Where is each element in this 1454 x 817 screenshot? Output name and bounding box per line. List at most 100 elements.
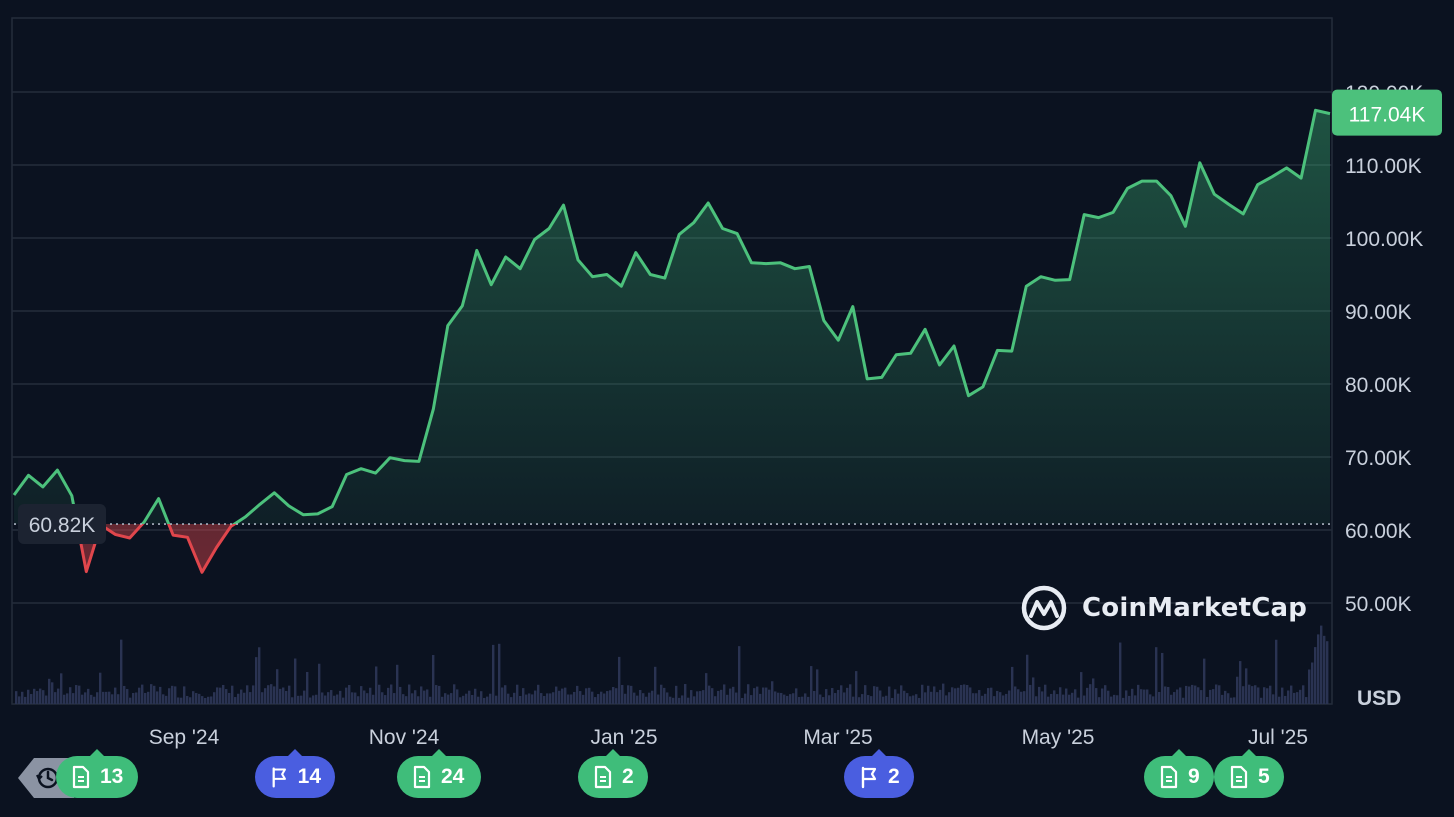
- volume-bar: [798, 697, 801, 704]
- volume-bar: [981, 695, 984, 704]
- volume-bar: [108, 691, 111, 704]
- volume-bar: [588, 687, 591, 704]
- volume-bar: [1236, 676, 1239, 704]
- volume-bar: [501, 687, 504, 704]
- volume-bar: [1266, 688, 1269, 704]
- volume-bar: [252, 685, 255, 704]
- volume-bar: [225, 689, 228, 704]
- volume-bar: [1260, 697, 1263, 704]
- volume-bar: [1068, 694, 1071, 704]
- volume-bar: [738, 646, 741, 704]
- event-badge-milestone[interactable]: 2: [844, 749, 914, 798]
- volume-bar: [1065, 688, 1068, 704]
- volume-bar: [603, 693, 606, 704]
- volume-bar: [693, 696, 696, 704]
- volume-bar: [939, 689, 942, 704]
- volume-bar: [462, 695, 465, 704]
- event-count: 5: [1258, 765, 1270, 788]
- volume-bar: [141, 684, 144, 704]
- volume-bar: [627, 685, 630, 704]
- volume-bar: [1206, 696, 1209, 704]
- volume-bar: [903, 690, 906, 704]
- volume-bar: [1017, 689, 1020, 704]
- volume-bar: [198, 693, 201, 704]
- volume-bar: [1080, 672, 1083, 704]
- badge-pointer: [89, 749, 105, 757]
- volume-bar: [915, 694, 918, 704]
- baseline-tag-label: 60.82K: [29, 514, 96, 537]
- volume-bar: [783, 694, 786, 704]
- volume-bar: [384, 695, 387, 704]
- volume-bar: [927, 685, 930, 704]
- volume-bar: [534, 690, 537, 704]
- volume-bar: [111, 694, 114, 704]
- volume-bar: [972, 693, 975, 704]
- volume-bar: [780, 692, 783, 704]
- volume-bar: [1191, 684, 1194, 704]
- volume-bar: [117, 694, 120, 704]
- volume-bar: [48, 678, 51, 704]
- volume-bar: [1095, 688, 1098, 704]
- volume-bar: [969, 687, 972, 704]
- y-tick-label: 100.00K: [1345, 228, 1423, 251]
- volume-bar: [846, 687, 849, 704]
- volume-bar: [1125, 690, 1128, 704]
- volume-bar: [456, 689, 459, 704]
- volume-bar: [963, 684, 966, 704]
- volume-bar: [552, 692, 555, 704]
- volume-bar: [189, 697, 192, 704]
- volume-bar: [246, 685, 249, 704]
- volume-bar: [600, 691, 603, 704]
- volume-bar: [1011, 666, 1014, 704]
- volume-bar: [933, 686, 936, 704]
- volume-bar: [387, 687, 390, 704]
- volume-bar: [690, 690, 693, 704]
- volume-bar: [996, 690, 999, 704]
- volume-bar: [909, 696, 912, 704]
- volume-bar: [1041, 691, 1044, 704]
- volume-bar: [159, 686, 162, 704]
- volume-bar: [786, 695, 789, 704]
- volume-bar: [402, 694, 405, 704]
- volume-bar: [855, 671, 858, 704]
- event-badge-news[interactable]: 24: [397, 749, 481, 798]
- volume-bar: [774, 691, 777, 704]
- volume-bar: [1215, 684, 1218, 704]
- volume-bar: [354, 692, 357, 704]
- volume-bar: [474, 688, 477, 704]
- volume-bar: [1059, 687, 1062, 704]
- volume-bar: [1035, 696, 1038, 704]
- volume-bar: [45, 695, 48, 704]
- volume-bar: [1245, 668, 1248, 704]
- volume-bar: [705, 673, 708, 704]
- event-badge-news[interactable]: 2: [578, 749, 648, 798]
- event-badge-news[interactable]: 13: [56, 749, 138, 798]
- volume-bar: [507, 693, 510, 704]
- volume-bar: [978, 690, 981, 704]
- volume-bar: [417, 696, 420, 704]
- volume-bar: [414, 690, 417, 704]
- event-badge-news[interactable]: 9: [1144, 749, 1214, 798]
- event-badge-milestone[interactable]: 14: [255, 749, 335, 798]
- volume-bar: [486, 696, 489, 704]
- volume-bar: [441, 696, 444, 704]
- volume-bar: [276, 669, 279, 704]
- history-icon: [36, 767, 59, 789]
- volume-bar: [675, 685, 678, 704]
- volume-bar: [828, 695, 831, 704]
- volume-bar: [999, 692, 1002, 704]
- volume-bar: [84, 692, 87, 704]
- volume-bar: [510, 697, 513, 704]
- volume-bar: [645, 696, 648, 704]
- volume-bar: [309, 697, 312, 704]
- volume-bar: [1194, 685, 1197, 704]
- volume-bar: [801, 696, 804, 704]
- volume-bar: [1029, 684, 1032, 704]
- event-badge-news[interactable]: 5: [1214, 749, 1284, 798]
- volume-bar: [408, 684, 411, 704]
- volume-bar: [24, 696, 27, 704]
- volume-bar: [336, 694, 339, 704]
- badge-pointer: [1171, 749, 1187, 757]
- volume-bar: [1101, 688, 1104, 704]
